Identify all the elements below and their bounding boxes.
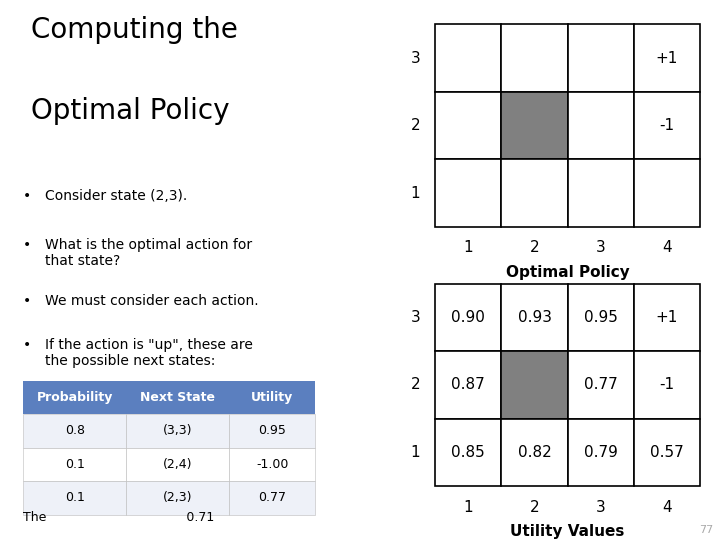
Text: What is the optimal action for
that state?: What is the optimal action for that stat… (45, 238, 252, 268)
Text: +1: +1 (656, 310, 678, 325)
Bar (435, 351, 501, 418)
Text: Next State: Next State (140, 391, 215, 404)
Bar (230, 481, 315, 515)
Text: The                                   0.71: The 0.71 (23, 511, 215, 524)
Bar (501, 418, 567, 486)
Text: 3: 3 (596, 240, 606, 255)
Text: (2,4): (2,4) (163, 458, 193, 471)
Text: Computing the: Computing the (31, 16, 238, 44)
Text: •: • (23, 189, 32, 203)
Bar (634, 418, 700, 486)
Text: (2,3): (2,3) (163, 491, 193, 504)
Text: Probability: Probability (37, 391, 113, 404)
Text: 0.79: 0.79 (584, 445, 618, 460)
Bar (435, 159, 501, 227)
Bar (567, 92, 634, 159)
Text: If the action is "up", these are
the possible next states:: If the action is "up", these are the pos… (45, 338, 253, 368)
Bar (501, 24, 567, 92)
Bar (230, 414, 315, 448)
Text: 4: 4 (662, 500, 672, 515)
Bar (230, 381, 315, 414)
Bar (501, 351, 567, 418)
Bar (435, 418, 501, 486)
Bar (435, 284, 501, 351)
Text: 2: 2 (530, 500, 539, 515)
Text: 0.95: 0.95 (584, 310, 618, 325)
Text: We must consider each action.: We must consider each action. (45, 294, 258, 308)
Text: 1: 1 (464, 500, 473, 515)
Text: Optimal Policy: Optimal Policy (505, 265, 629, 280)
Bar (501, 92, 567, 159)
Bar (127, 481, 230, 515)
Bar (634, 284, 700, 351)
Text: -1: -1 (660, 377, 675, 392)
Bar (23, 448, 127, 481)
Text: 0.90: 0.90 (451, 310, 485, 325)
Text: Consider state (2,3).: Consider state (2,3). (45, 189, 187, 203)
Bar (501, 284, 567, 351)
Bar (127, 414, 230, 448)
Text: •: • (23, 338, 32, 352)
Text: 3: 3 (410, 51, 420, 65)
Text: 1: 1 (464, 240, 473, 255)
Text: 0.82: 0.82 (518, 445, 552, 460)
Bar (634, 24, 700, 92)
Bar (567, 159, 634, 227)
Bar (634, 159, 700, 227)
Text: 0.1: 0.1 (65, 458, 85, 471)
Bar (567, 418, 634, 486)
Text: 2: 2 (410, 377, 420, 392)
Text: 3: 3 (410, 310, 420, 325)
Text: 0.85: 0.85 (451, 445, 485, 460)
Text: 0.95: 0.95 (258, 424, 286, 437)
Text: -1: -1 (660, 118, 675, 133)
Bar (23, 414, 127, 448)
Bar (501, 159, 567, 227)
Text: Optimal Policy: Optimal Policy (31, 97, 230, 125)
Text: •: • (23, 294, 32, 308)
Text: 3: 3 (596, 500, 606, 515)
Text: 2: 2 (410, 118, 420, 133)
Text: (3,3): (3,3) (163, 424, 193, 437)
Text: -1.00: -1.00 (256, 458, 288, 471)
Bar (127, 381, 230, 414)
Text: 0.8: 0.8 (65, 424, 85, 437)
Bar (23, 481, 127, 515)
Bar (127, 448, 230, 481)
Text: Utility Values: Utility Values (510, 524, 625, 539)
Text: 1: 1 (410, 186, 420, 200)
Text: 77: 77 (699, 524, 714, 535)
Bar (567, 24, 634, 92)
Bar (230, 448, 315, 481)
Text: 0.87: 0.87 (451, 377, 485, 392)
Bar (435, 24, 501, 92)
Bar (435, 92, 501, 159)
Text: 0.93: 0.93 (518, 310, 552, 325)
Text: +1: +1 (656, 51, 678, 65)
Text: 1: 1 (410, 445, 420, 460)
Bar (634, 92, 700, 159)
Bar (567, 284, 634, 351)
Text: 2: 2 (530, 240, 539, 255)
Text: 0.1: 0.1 (65, 491, 85, 504)
Text: 4: 4 (662, 240, 672, 255)
Text: 0.57: 0.57 (650, 445, 684, 460)
Text: Utility: Utility (251, 391, 293, 404)
Text: •: • (23, 238, 32, 252)
Text: 0.77: 0.77 (258, 491, 286, 504)
Bar (634, 351, 700, 418)
Text: 0.77: 0.77 (584, 377, 618, 392)
Bar (23, 381, 127, 414)
Bar (567, 351, 634, 418)
